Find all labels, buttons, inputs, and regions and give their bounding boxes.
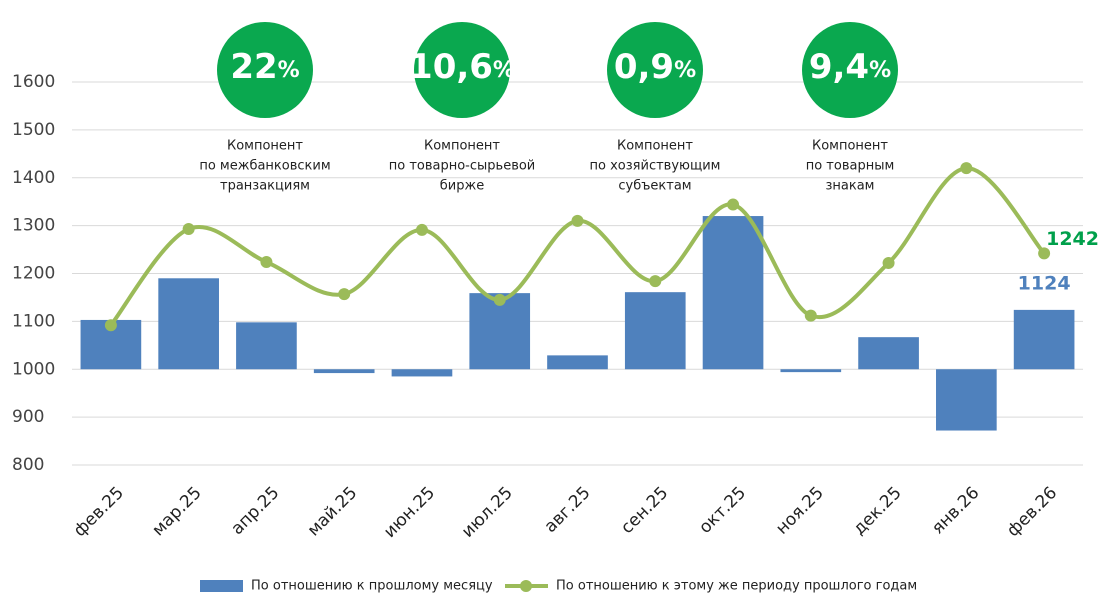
kpi-caption: Компонент <box>424 139 500 154</box>
bar <box>236 322 297 370</box>
line-marker <box>182 222 195 235</box>
x-tick-label: фев.26 <box>1003 483 1061 541</box>
y-tick-label: 1000 <box>12 359 55 379</box>
x-tick-label: сен.25 <box>617 483 672 538</box>
line-marker <box>804 309 817 322</box>
line-marker <box>1038 247 1051 260</box>
bar <box>391 369 453 377</box>
kpi-unit: % <box>493 58 515 83</box>
kpi-unit: % <box>278 58 300 83</box>
kpi-number: 0,9 <box>614 47 674 87</box>
legend-label: По отношению к этому же периоду прошлого… <box>556 579 917 594</box>
kpi-circle <box>802 22 898 118</box>
bar <box>158 278 219 370</box>
line-marker <box>571 214 584 227</box>
kpi-caption: бирже <box>440 179 484 194</box>
kpi-circle <box>607 22 703 118</box>
x-tick-label: дек.25 <box>849 483 905 539</box>
kpi-caption: Компонент <box>227 139 303 154</box>
kpi-number: 9,4 <box>809 47 869 87</box>
kpi-unit: % <box>674 58 696 83</box>
kpi-caption: знакам <box>825 179 874 194</box>
data-label: 1242 <box>1046 228 1099 250</box>
data-label: 1124 <box>1018 272 1071 294</box>
y-tick-label: 1500 <box>12 120 55 140</box>
kpi-value: 0,9% <box>614 47 696 87</box>
line-marker <box>104 319 117 332</box>
x-tick-label: янв.26 <box>928 483 983 538</box>
line-marker <box>260 256 273 269</box>
kpi-number: 10,6 <box>409 47 493 87</box>
y-tick-label: 1400 <box>12 168 55 188</box>
y-tick-label: 1600 <box>12 72 55 92</box>
y-tick-label: 1100 <box>12 311 55 331</box>
y-tick-label: 800 <box>12 455 44 475</box>
legend-marker <box>520 580 532 592</box>
x-tick-label: фев.25 <box>70 483 128 541</box>
x-tick-label: июн.25 <box>380 483 439 542</box>
x-tick-label: апр.25 <box>227 483 283 539</box>
line-marker <box>493 293 506 306</box>
bar <box>624 292 686 370</box>
kpi-caption: Компонент <box>617 139 693 154</box>
kpi-caption: по товарно-сырьевой <box>389 159 536 174</box>
kpi-caption: транзакциям <box>220 179 310 194</box>
x-tick-label: ноя.25 <box>772 483 828 539</box>
bar <box>780 369 842 373</box>
bar <box>858 337 919 370</box>
kpi-unit: % <box>869 58 891 83</box>
line-marker <box>649 275 662 288</box>
line-marker <box>415 223 428 236</box>
bar <box>1013 309 1075 370</box>
bar <box>313 369 375 374</box>
bar <box>702 216 764 370</box>
x-tick-label: авг.25 <box>541 483 595 537</box>
kpi-caption: Компонент <box>812 139 888 154</box>
kpi-caption: по межбанковским <box>199 159 330 174</box>
line-marker <box>338 288 351 301</box>
kpi-circle <box>217 22 313 118</box>
line-marker <box>727 198 740 211</box>
legend-label: По отношению к прошлому месяцу <box>251 579 493 594</box>
x-tick-label: июл.25 <box>458 483 517 542</box>
kpi-caption: субъектам <box>618 179 691 194</box>
x-tick-label: мар.25 <box>148 483 205 540</box>
x-tick-label: май.25 <box>304 483 362 541</box>
kpi-caption: по хозяйствующим <box>590 159 721 174</box>
kpi-value: 10,6% <box>409 47 515 87</box>
kpi-circle <box>414 22 510 118</box>
line-marker <box>960 162 973 175</box>
y-tick-label: 900 <box>12 407 44 427</box>
legend-swatch <box>200 580 243 592</box>
kpi-caption: по товарным <box>806 159 895 174</box>
kpi-value: 22% <box>230 47 299 87</box>
bar <box>936 369 997 431</box>
bar <box>547 355 608 370</box>
y-tick-label: 1300 <box>12 216 55 236</box>
x-tick-label: окт.25 <box>695 483 750 538</box>
kpi-number: 22 <box>230 47 277 87</box>
line-marker <box>882 256 895 269</box>
kpi-value: 9,4% <box>809 47 891 87</box>
y-tick-label: 1200 <box>12 264 55 284</box>
